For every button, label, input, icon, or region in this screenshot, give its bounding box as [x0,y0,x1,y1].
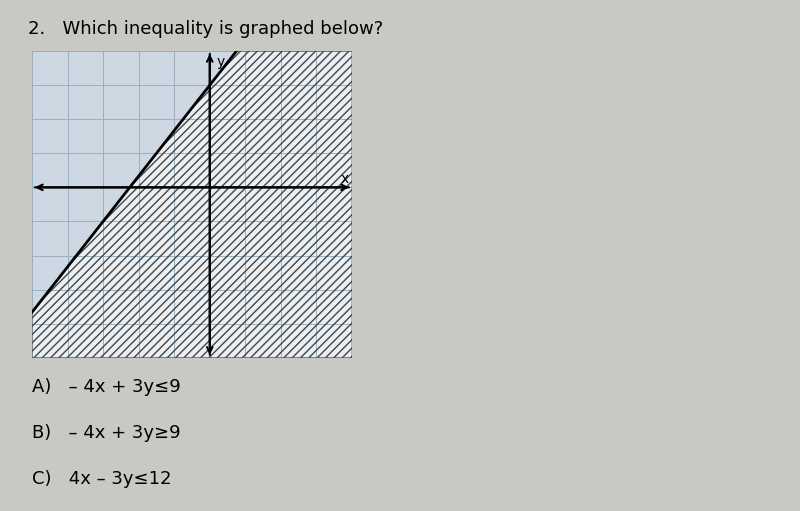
Text: B)   – 4x + 3y≥9: B) – 4x + 3y≥9 [32,424,181,442]
Text: y: y [217,55,225,68]
Text: A)   – 4x + 3y≤9: A) – 4x + 3y≤9 [32,378,181,396]
Polygon shape [32,51,352,358]
Text: C)   4x – 3y≤12: C) 4x – 3y≤12 [32,470,171,488]
Text: x: x [340,172,349,186]
Text: 2.   Which inequality is graphed below?: 2. Which inequality is graphed below? [28,20,383,38]
